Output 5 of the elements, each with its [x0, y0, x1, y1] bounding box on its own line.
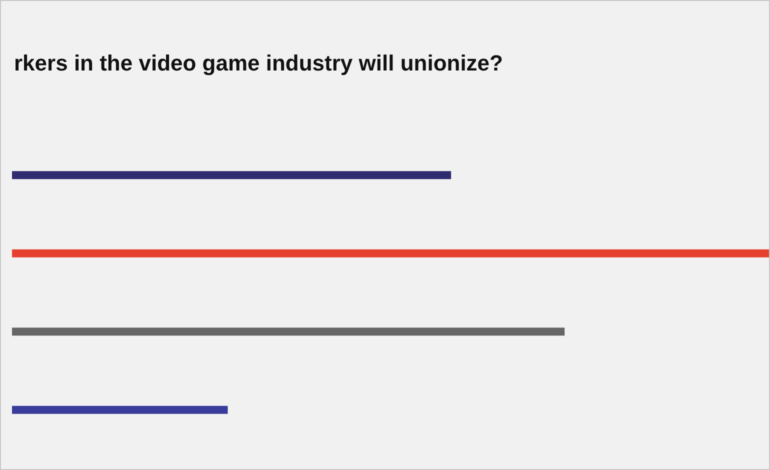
- bar: [12, 171, 452, 180]
- bar: [12, 249, 769, 258]
- bar: [12, 328, 565, 336]
- chart-title: rkers in the video game industry will unionize?: [14, 50, 503, 76]
- bar: [12, 406, 228, 414]
